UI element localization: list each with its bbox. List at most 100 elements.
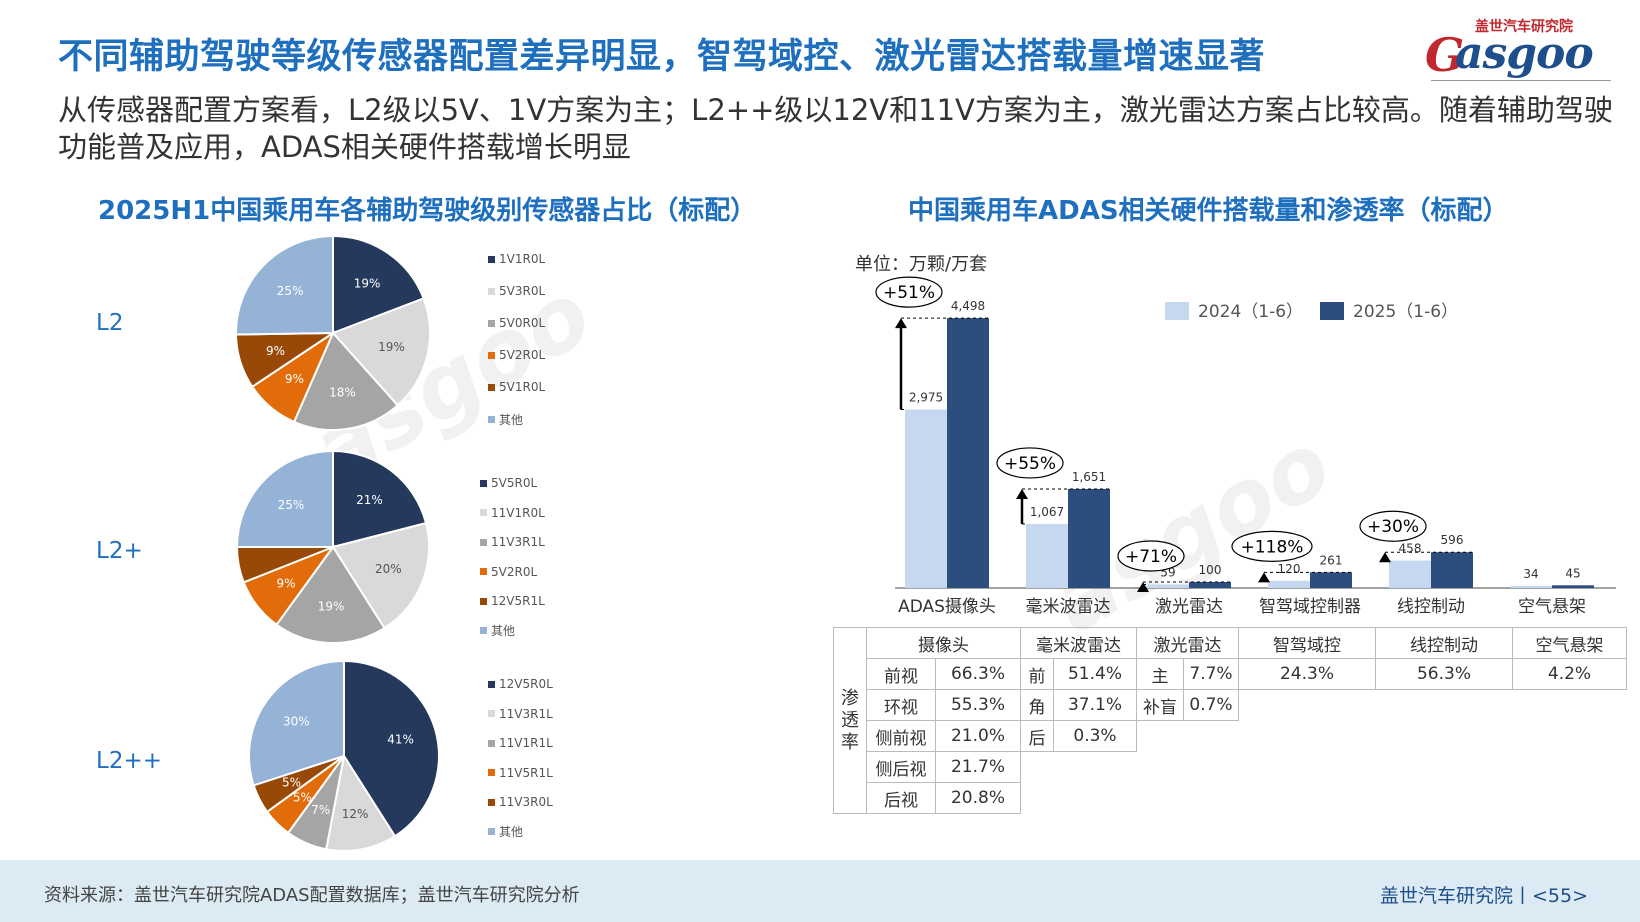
growth-badge — [1359, 510, 1427, 542]
table-empty — [1021, 752, 1627, 783]
table-cell: 0.3% — [1053, 720, 1137, 752]
bar-chart: 2,975 4,498 ADAS摄像头 +51% 1,067 1,651 毫米波雷达 +55%… — [875, 276, 1616, 617]
legend-label: 5V5R0L — [491, 476, 538, 490]
table-empty — [1137, 721, 1627, 752]
table-cell: 21.0% — [935, 720, 1021, 752]
pie-slice — [331, 521, 430, 630]
legend-swatch — [480, 479, 487, 487]
legend-swatch — [488, 828, 495, 835]
table-cell: 后视 — [866, 782, 936, 814]
legend-item: 11V1R1L — [488, 736, 553, 750]
table-cell: 0.7% — [1183, 689, 1239, 721]
table-header: 线控制动 — [1375, 627, 1513, 659]
bar — [1510, 585, 1552, 588]
legend-label: 其他 — [491, 624, 516, 638]
pie-slice — [292, 331, 400, 431]
legend-swatch — [488, 287, 495, 295]
legend-label: 其他 — [499, 825, 524, 839]
table-cell: 66.3% — [935, 658, 1021, 690]
table-cell: 侧前视 — [866, 720, 936, 752]
category-label: 激光雷达 — [1155, 597, 1223, 617]
legend-label: 11V1R0L — [491, 505, 545, 520]
pie-chart-title: 2025H1中国乘用车各辅助驾驶级别传感器占比（标配） — [98, 196, 757, 226]
table-cell: 环视 — [866, 689, 936, 721]
table-header: 智驾域控 — [1238, 627, 1376, 659]
legend-swatch — [488, 351, 495, 359]
bar — [947, 318, 989, 588]
legend-item: 1V1R0L — [488, 252, 545, 266]
legend-swatch — [1320, 302, 1344, 320]
legend-item: 12V5R1L — [480, 594, 545, 608]
legend-label: 12V5R1L — [491, 594, 545, 608]
pie-slice-label: 25% — [278, 498, 305, 512]
pie-slice-label: 7% — [311, 803, 330, 817]
table-cell: 前 — [1020, 658, 1054, 690]
table-cell: 37.1% — [1053, 689, 1137, 721]
bar-value-label: 2,975 — [909, 391, 943, 405]
legend-label: 11V3R1L — [499, 706, 553, 721]
table-header: 空气悬架 — [1512, 627, 1627, 659]
pie-slice — [331, 297, 431, 407]
source-note: 资料来源：盖世汽车研究院ADAS配置数据库；盖世汽车研究院分析 — [44, 885, 580, 906]
legend-swatch — [488, 415, 495, 423]
table-cell: 4.2% — [1512, 658, 1627, 690]
table-cell: 20.8% — [935, 782, 1021, 814]
legend-item: 11V3R1L — [488, 707, 553, 721]
pie-slice-label: 19% — [378, 340, 405, 354]
pie-level-label: L2 — [96, 310, 124, 336]
legend-item: 5V3R0L — [488, 284, 545, 298]
legend-swatch — [488, 680, 495, 688]
table-cell: 55.3% — [935, 689, 1021, 721]
pie-slice — [325, 753, 397, 852]
pie-chart: 19% 19% 18% 9%9% 25% — [234, 234, 431, 431]
bar-chart-unit: 单位：万颗/万套 — [855, 254, 988, 275]
pie-slice — [332, 234, 425, 335]
legend-label: 5V1R0L — [499, 380, 546, 394]
category-label: ADAS摄像头 — [898, 597, 996, 617]
pie-slice-label: 19% — [318, 599, 345, 613]
bar-value-label: 1,067 — [1030, 505, 1064, 519]
footer: 资料来源：盖世汽车研究院ADAS配置数据库；盖世汽车研究院分析 盖世汽车研究院丨… — [0, 860, 1640, 922]
growth-arrowhead — [1016, 488, 1028, 499]
table-cell: 补盲 — [1136, 689, 1184, 721]
pie-slice-label: 21% — [356, 493, 383, 507]
legend-swatch — [488, 798, 495, 806]
pie-slice-label: 41% — [387, 733, 414, 747]
legend-item: 5V1R0L — [488, 380, 545, 394]
growth-arrowhead — [1258, 572, 1270, 583]
logo-text: 盖世汽车研究院 — [1475, 19, 1573, 35]
legend-item: 11V1R0L — [480, 506, 545, 520]
brand-logo: 盖世汽车研究院 G asgoo — [1425, 14, 1615, 86]
bar — [1147, 584, 1189, 588]
logo-g: G — [1425, 28, 1465, 82]
bar-value-label: 45 — [1565, 566, 1580, 580]
bar — [905, 409, 947, 588]
penetration-table: 渗透率 摄像头 毫米波雷达 激光雷达 智驾域控 线控制动 空气悬架 前视 66.… — [833, 627, 1627, 814]
pie-slice-label: 5% — [282, 776, 301, 790]
legend-swatch — [1165, 302, 1189, 320]
legend-item: 5V0R0L — [488, 316, 545, 330]
table-cell: 51.4% — [1053, 658, 1137, 690]
pie-slice — [235, 449, 334, 548]
legend-label: 2024（1-6） — [1198, 302, 1303, 322]
table-cell: 角 — [1020, 689, 1054, 721]
bar-value-label: 596 — [1441, 533, 1464, 547]
legend-swatch — [488, 710, 495, 717]
bar-value-label: 458 — [1399, 542, 1422, 556]
bar-value-label: 4,498 — [951, 299, 985, 313]
logo-word: asgoo — [1455, 28, 1594, 79]
bar — [1310, 572, 1352, 588]
pie-slice — [235, 234, 334, 336]
legend-swatch — [488, 383, 495, 391]
pie-slice-label: 12% — [342, 807, 369, 821]
growth-badge — [1231, 530, 1313, 562]
legend-label: 其他 — [499, 412, 524, 427]
bar — [1431, 552, 1473, 588]
growth-arrowhead — [895, 318, 907, 329]
growth-label: +51% — [883, 283, 935, 303]
bar-value-label: 100 — [1199, 563, 1222, 577]
legend-label: 5V0R0L — [499, 316, 546, 330]
legend-label: 5V3R0L — [499, 284, 546, 298]
legend-item: 其他 — [488, 825, 523, 839]
legend-swatch — [480, 568, 487, 575]
